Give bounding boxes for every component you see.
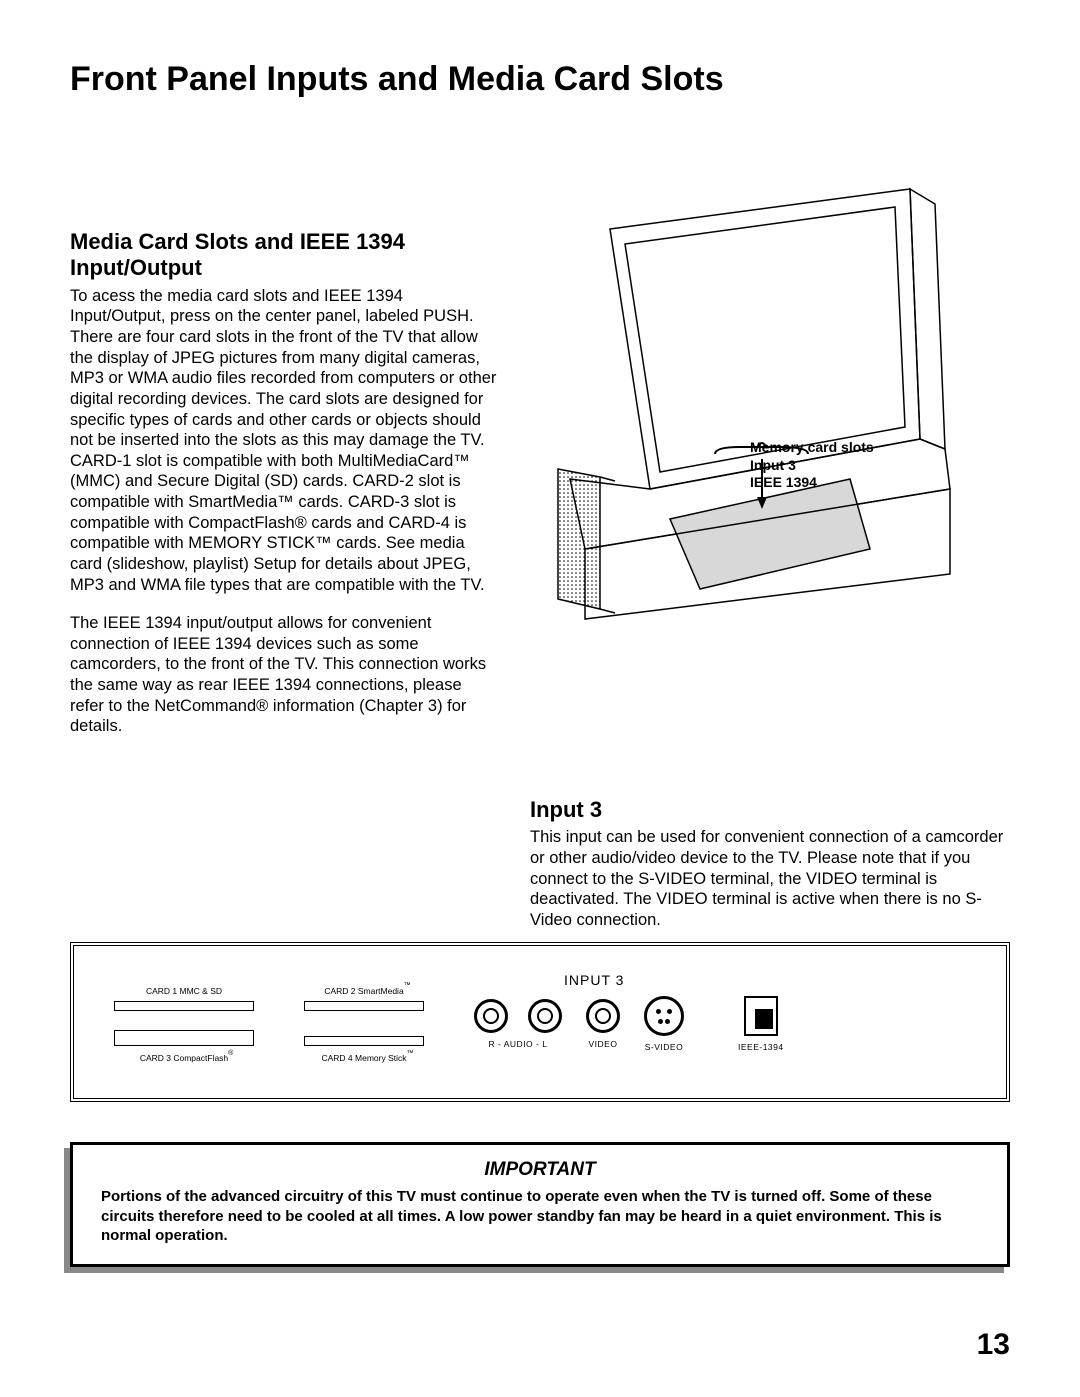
svideo-jack-group: S-VIDEO (644, 996, 684, 1052)
media-card-heading: Media Card Slots and IEEE 1394 Input/Out… (70, 229, 500, 282)
left-column: Media Card Slots and IEEE 1394 Input/Out… (70, 229, 500, 737)
ieee-label: IEEE-1394 (738, 1042, 784, 1052)
card1-label: CARD 1 MMC & SD (114, 986, 254, 996)
input3-para: This input can be used for convenient co… (530, 827, 1010, 930)
important-title: IMPORTANT (101, 1159, 979, 1181)
card2-label: CARD 2 SmartMedia™ (304, 986, 424, 996)
two-column-layout: Media Card Slots and IEEE 1394 Input/Out… (70, 229, 1010, 737)
media-card-para1: To acess the media card slots and IEEE 1… (70, 286, 500, 595)
annot-line2: Input 3 (750, 457, 874, 475)
video-label: VIDEO (589, 1039, 618, 1049)
right-column: Memory card slots Input 3 IEEE 1394 (530, 229, 1010, 737)
card1-slot (114, 1001, 254, 1011)
svideo-label: S-VIDEO (645, 1042, 683, 1052)
card2-slot (304, 1001, 424, 1011)
page-title: Front Panel Inputs and Media Card Slots (70, 60, 1010, 99)
svideo-jack (644, 996, 684, 1036)
page-number: 13 (977, 1328, 1010, 1362)
card3-label: CARD 3 CompactFlash® (114, 1053, 254, 1063)
card4-label: CARD 4 Memory Stick™ (304, 1053, 424, 1063)
audio-jacks: R - AUDIO - L (474, 999, 562, 1049)
card3-slot (114, 1030, 254, 1046)
audio-l-jack (528, 999, 562, 1033)
input3-heading: Input 3 (530, 797, 1010, 823)
annot-line1: Memory card slots (750, 439, 874, 457)
jacks-row: R - AUDIO - L VIDEO S-VIDEO IEEE-1394 (474, 996, 784, 1052)
media-card-para2: The IEEE 1394 input/output allows for co… (70, 613, 500, 737)
important-notice: IMPORTANT Portions of the advanced circu… (70, 1142, 1010, 1267)
video-jack-group: VIDEO (586, 999, 620, 1049)
tv-illustration (530, 179, 990, 639)
card-slots-area: CARD 1 MMC & SD CARD 2 SmartMedia™ CARD … (114, 986, 454, 1067)
front-panel-diagram: CARD 1 MMC & SD CARD 2 SmartMedia™ CARD … (70, 942, 1010, 1102)
input3-panel-label: INPUT 3 (564, 972, 624, 988)
ieee-jack-group: IEEE-1394 (738, 996, 784, 1052)
card4-slot (304, 1036, 424, 1046)
audio-label: R - AUDIO - L (489, 1039, 548, 1049)
audio-r-jack (474, 999, 508, 1033)
annot-line3: IEEE 1394 (750, 474, 874, 492)
video-jack (586, 999, 620, 1033)
important-text: Portions of the advanced circuitry of th… (101, 1187, 979, 1246)
illustration-annotation: Memory card slots Input 3 IEEE 1394 (750, 439, 874, 492)
ieee-jack (744, 996, 778, 1036)
input3-section: Input 3 This input can be used for conve… (530, 797, 1010, 931)
